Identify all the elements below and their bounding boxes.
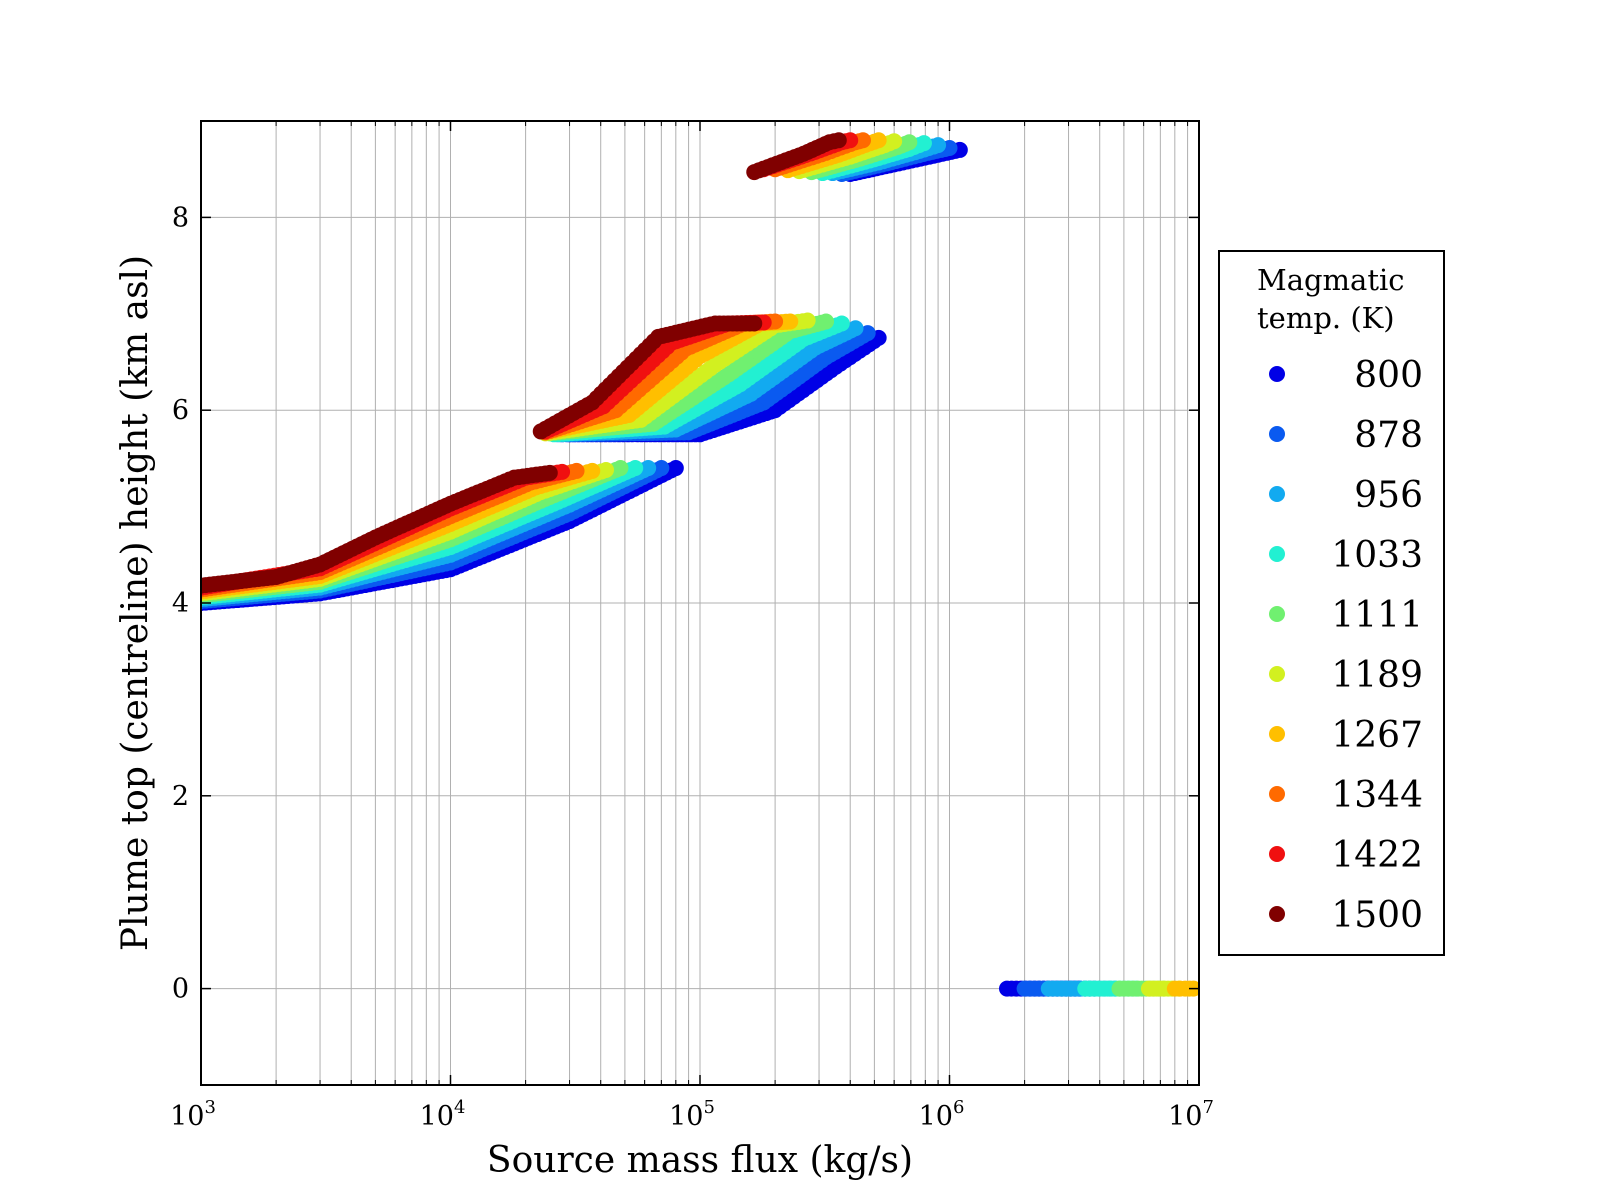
legend-label-956: 956 bbox=[1354, 475, 1423, 516]
x-tick-label: 103 bbox=[170, 1097, 216, 1132]
y-tick-label: 8 bbox=[172, 202, 189, 233]
data-point bbox=[612, 460, 629, 477]
data-point bbox=[818, 313, 835, 330]
data-point bbox=[854, 132, 871, 149]
data-point bbox=[930, 137, 947, 154]
data-point bbox=[746, 315, 763, 332]
series-1500 bbox=[201, 132, 847, 594]
x-axis-title: Source mass flux (kg/s) bbox=[487, 1140, 913, 1181]
data-point bbox=[833, 315, 850, 332]
data-point bbox=[541, 464, 558, 481]
x-tick-label: 106 bbox=[919, 1097, 965, 1132]
data-points bbox=[201, 132, 1199, 997]
legend-label-1500: 1500 bbox=[1331, 895, 1423, 936]
data-point bbox=[799, 312, 816, 329]
x-tick-label: 104 bbox=[420, 1097, 466, 1132]
data-point bbox=[627, 460, 644, 477]
legend-marker-878 bbox=[1269, 426, 1285, 442]
legend-label-1111: 1111 bbox=[1331, 595, 1423, 636]
legend-label-1422: 1422 bbox=[1331, 835, 1423, 876]
legend-marker-956 bbox=[1269, 486, 1285, 502]
legend-marker-1111 bbox=[1269, 606, 1285, 622]
data-point bbox=[830, 132, 847, 149]
x-tick-label: 105 bbox=[669, 1097, 715, 1132]
legend-marker-1189 bbox=[1269, 666, 1285, 682]
legend: Magmatic temp. (K) 800 878 956 1033 1111 1189… bbox=[1218, 250, 1445, 956]
legend-label-1344: 1344 bbox=[1331, 775, 1423, 816]
legend-title-line-2: temp. (K) bbox=[1257, 301, 1395, 335]
legend-marker-1033 bbox=[1269, 546, 1285, 562]
legend-marker-1422 bbox=[1269, 846, 1285, 862]
data-point bbox=[859, 325, 876, 342]
legend-label-1267: 1267 bbox=[1331, 715, 1423, 756]
data-point bbox=[782, 313, 799, 330]
y-tick-label: 6 bbox=[172, 395, 189, 426]
legend-title-line-1: Magmatic bbox=[1257, 263, 1405, 297]
y-tick-label: 0 bbox=[172, 974, 189, 1005]
data-point bbox=[598, 461, 615, 478]
grid bbox=[200, 121, 1199, 1085]
data-point bbox=[870, 132, 887, 149]
legend-label-1033: 1033 bbox=[1331, 535, 1423, 576]
data-point bbox=[886, 133, 903, 150]
data-point bbox=[554, 463, 571, 480]
x-tick-label: 107 bbox=[1168, 1097, 1214, 1132]
y-axis-title: Plume top (centreline) height (km asl) bbox=[115, 255, 156, 951]
data-point bbox=[842, 132, 859, 149]
data-point bbox=[767, 313, 784, 330]
axis-ticks: 103 104 105 106 107 0 2 4 6 8 bbox=[170, 121, 1214, 1132]
legend-marker-1344 bbox=[1269, 786, 1285, 802]
legend-label-1189: 1189 bbox=[1331, 655, 1423, 696]
data-point bbox=[568, 462, 585, 479]
y-tick-label: 2 bbox=[172, 781, 189, 812]
legend-label-878: 878 bbox=[1354, 415, 1423, 456]
data-point bbox=[915, 135, 932, 152]
data-point bbox=[847, 320, 864, 337]
data-point bbox=[584, 462, 601, 479]
legend-marker-1267 bbox=[1269, 726, 1285, 742]
data-point bbox=[667, 460, 684, 477]
data-point bbox=[653, 460, 670, 477]
legend-box bbox=[1218, 250, 1445, 956]
data-point bbox=[901, 134, 918, 151]
legend-marker-1500 bbox=[1269, 906, 1285, 922]
y-tick-label: 4 bbox=[172, 588, 189, 619]
legend-label-800: 800 bbox=[1354, 355, 1423, 396]
legend-marker-800 bbox=[1269, 366, 1285, 382]
data-point bbox=[640, 460, 657, 477]
